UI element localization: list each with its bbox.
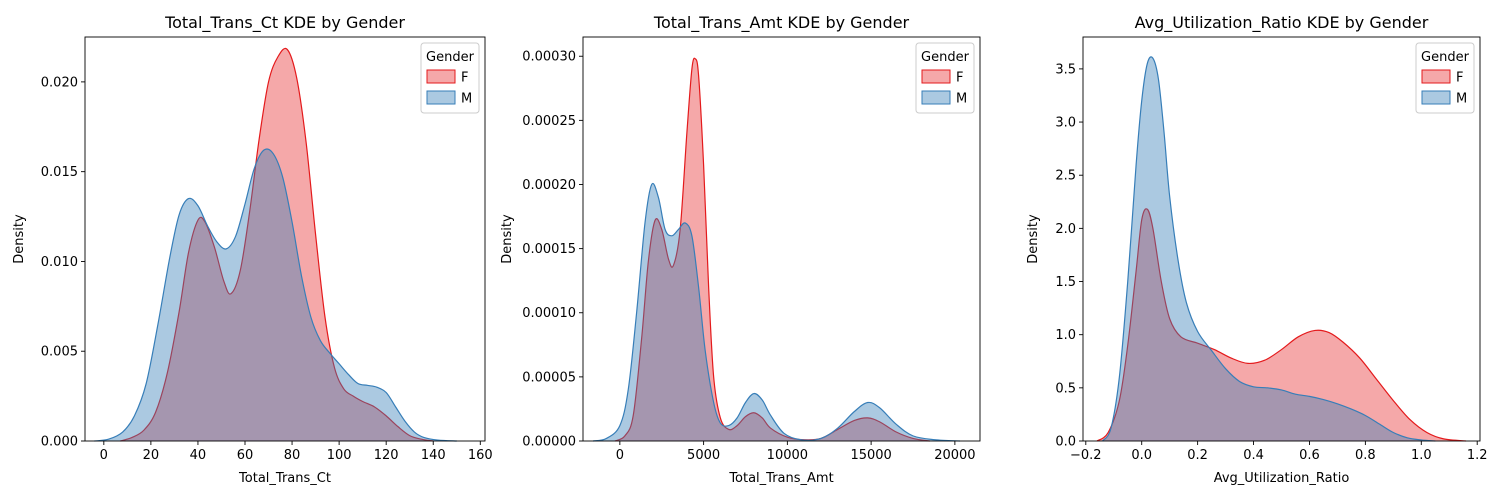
x-tick-label: 1.2	[1467, 448, 1488, 463]
kde-area-M	[1102, 56, 1436, 441]
legend-box	[1415, 42, 1475, 114]
legend-swatch-M	[426, 90, 456, 105]
x-axis-label: Total_Trans_Ct	[238, 471, 331, 486]
legend-swatch-M	[1421, 90, 1451, 105]
x-tick-label: 20000	[934, 448, 975, 463]
legend-swatch-M	[921, 90, 951, 105]
chart-title: Total_Trans_Ct KDE by Gender	[164, 13, 405, 33]
y-tick-label: 0.00000	[522, 435, 576, 450]
y-tick-label: 2.5	[1055, 169, 1076, 184]
legend-label-F: F	[956, 71, 963, 86]
x-axis-label: Avg_Utilization_Ratio	[1214, 471, 1350, 486]
legend-label-M: M	[461, 92, 472, 107]
y-tick-label: 2.0	[1055, 222, 1076, 237]
y-tick-label: 0.0	[1055, 435, 1076, 450]
y-axis-label: Density	[1026, 214, 1041, 264]
legend-title: Gender	[921, 50, 970, 65]
kde-line-M	[94, 148, 457, 442]
legend-title: Gender	[1421, 50, 1470, 65]
y-tick-label: 0.00015	[522, 242, 576, 257]
y-tick-label: 0.005	[41, 345, 78, 360]
legend-label-M: M	[1456, 92, 1467, 107]
y-tick-label: 0.5	[1055, 381, 1076, 396]
chart-title: Total_Trans_Amt KDE by Gender	[653, 13, 910, 33]
x-tick-label: 1.0	[1411, 448, 1432, 463]
x-tick-label: 80	[284, 448, 301, 463]
kde-area-M	[94, 148, 457, 441]
legend: Gender FM	[915, 42, 975, 114]
y-tick-label: 0.010	[41, 255, 78, 270]
chart-title: Avg_Utilization_Ratio KDE by Gender	[1135, 13, 1429, 33]
legend-box	[915, 42, 975, 114]
chart-3: Avg_Utilization_Ratio KDE by Gender−0.2 0…	[1026, 13, 1488, 486]
kde-area-F	[614, 58, 930, 442]
kde-line-M	[1102, 56, 1436, 442]
legend-swatch-F	[426, 69, 456, 84]
x-tick-label: 120	[374, 448, 399, 463]
y-tick-label: 1.0	[1055, 328, 1076, 343]
kde-line-F	[614, 57, 930, 442]
x-tick-label: 20	[143, 448, 160, 463]
y-axis-label: Density	[12, 214, 27, 264]
y-tick-label: 1.5	[1055, 275, 1076, 290]
y-tick-label: 0.00030	[522, 50, 576, 65]
x-tick-label: 140	[421, 448, 446, 463]
legend-swatch-F	[921, 69, 951, 84]
x-tick-label: −0.2	[1070, 448, 1102, 463]
y-tick-label: 0.00020	[522, 178, 576, 193]
legend-swatch-F	[1421, 69, 1451, 84]
y-tick-label: 0.015	[41, 165, 78, 180]
legend-title: Gender	[426, 50, 475, 65]
y-tick-label: 0.00010	[522, 306, 576, 321]
kde-line-F	[120, 47, 434, 442]
kde-area-F	[120, 48, 434, 441]
kde-line-F	[1096, 208, 1467, 442]
kde-area-F	[1096, 208, 1467, 441]
x-tick-label: 10000	[767, 448, 808, 463]
x-tick-label: 0.4	[1243, 448, 1264, 463]
legend-label-F: F	[461, 71, 468, 86]
y-tick-label: 3.0	[1055, 116, 1076, 131]
x-tick-label: 0	[100, 448, 108, 463]
x-axis-label: Total_Trans_Amt	[728, 471, 833, 486]
chart-2: Total_Trans_Amt KDE by Gender 0 5000 10000 1…	[500, 13, 981, 486]
legend-label-M: M	[956, 92, 967, 107]
legend-label-F: F	[1456, 71, 1463, 86]
x-tick-label: 160	[468, 448, 493, 463]
legend-box	[420, 42, 480, 114]
x-tick-label: 0.2	[1187, 448, 1208, 463]
axes-frame	[84, 36, 486, 442]
axes-frame	[1082, 36, 1481, 442]
y-tick-label: 3.5	[1055, 62, 1076, 77]
kde-area-M	[593, 183, 960, 441]
legend: Gender FM	[1415, 42, 1475, 114]
chart-1: Total_Trans_Ct KDE by Gender 0 20 40 60 80 100…	[12, 13, 493, 486]
x-tick-label: 40	[190, 448, 207, 463]
x-tick-label: 5000	[687, 448, 720, 463]
x-tick-label: 60	[237, 448, 254, 463]
y-tick-label: 0.000	[41, 435, 78, 450]
legend: Gender FM	[420, 42, 480, 114]
y-tick-label: 0.00005	[522, 370, 576, 385]
x-tick-label: 100	[327, 448, 352, 463]
y-tick-label: 0.00025	[522, 114, 576, 129]
x-tick-label: 0	[616, 448, 624, 463]
x-tick-label: 0.6	[1299, 448, 1320, 463]
x-tick-label: 0.8	[1355, 448, 1376, 463]
kde-line-M	[592, 182, 960, 442]
x-tick-label: 15000	[850, 448, 891, 463]
y-tick-label: 0.020	[41, 75, 78, 90]
y-axis-label: Density	[500, 214, 515, 264]
axes-frame	[582, 36, 981, 442]
x-tick-label: 0.0	[1131, 448, 1152, 463]
